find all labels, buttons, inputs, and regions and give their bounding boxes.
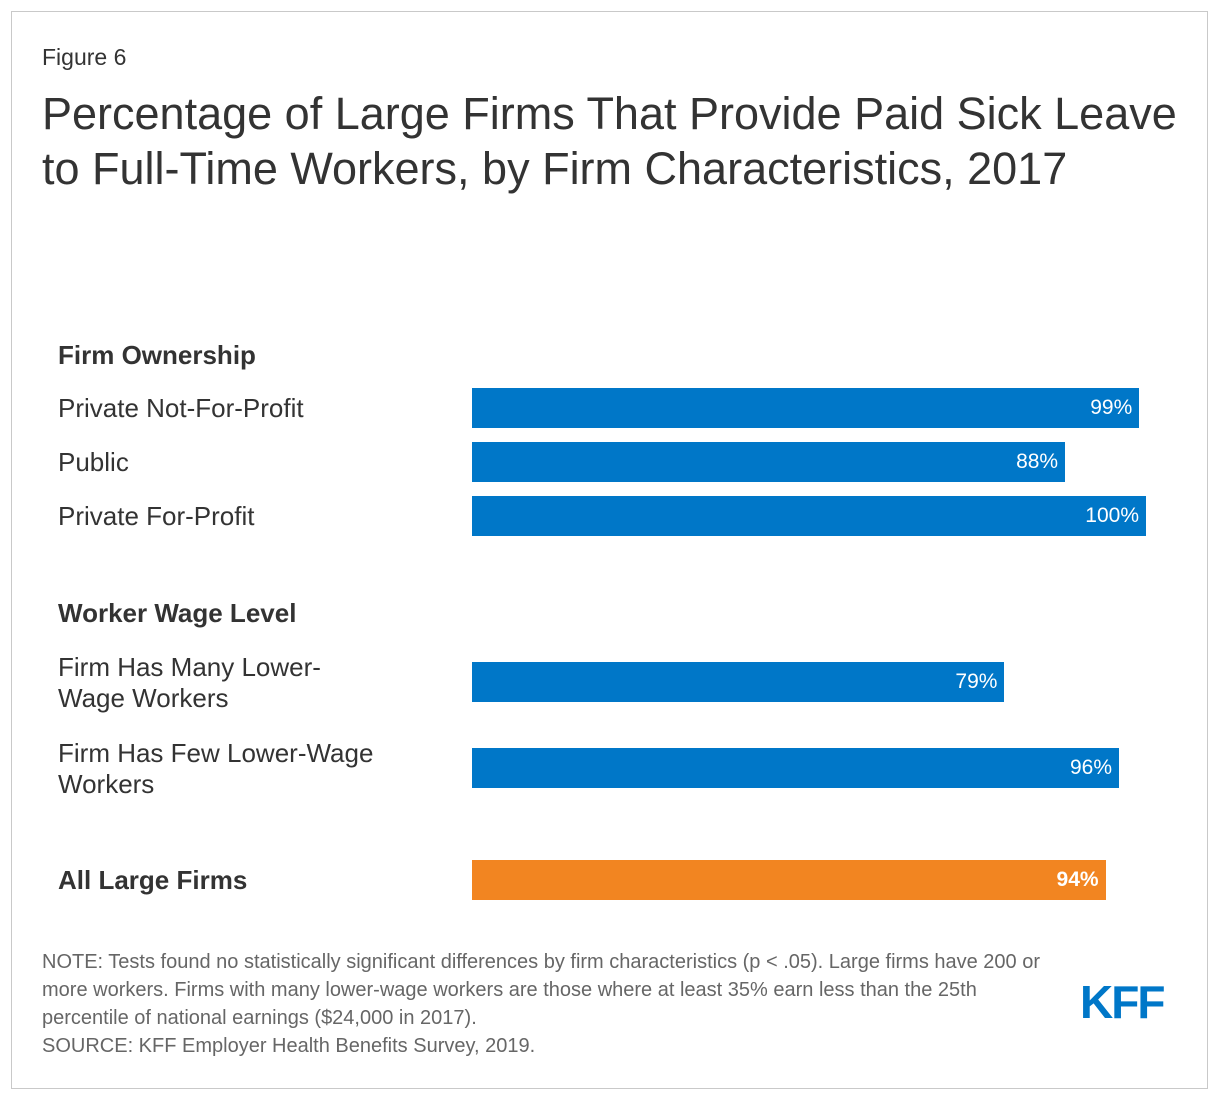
figure-label: Figure 6 (42, 44, 127, 70)
chart-notes: NOTE: Tests found no statistically signi… (42, 948, 1042, 1060)
bar-label-few-lower-wage: Firm Has Few Lower-Wage Workers (58, 738, 374, 799)
bar-value-label: 88% (1016, 450, 1059, 473)
bar-label-public: Public (58, 447, 129, 477)
bar-value-label: 94% (1056, 868, 1099, 891)
bar-all-large-firms: 94% (472, 860, 1106, 900)
bar-private-for-profit: 100% (472, 496, 1146, 536)
source-text: SOURCE: KFF Employer Health Benefits Sur… (42, 1035, 536, 1057)
bar-value-label: 79% (955, 670, 998, 693)
figure-frame (11, 11, 1208, 1089)
bar-value-label: 100% (1085, 504, 1139, 527)
bar-label-private-for-profit: Private For-Profit (58, 501, 255, 531)
bar-few-lower-wage: 96% (472, 748, 1120, 788)
chart-title: Percentage of Large Firms That Provide P… (42, 88, 1177, 194)
bar-label-all-large-firms: All Large Firms (58, 865, 248, 895)
logo-text: KFF (1080, 980, 1164, 1020)
bar-many-lower-wage: 79% (472, 662, 1005, 702)
bar-label-many-lower-wage: Firm Has Many Lower-Wage Workers (58, 652, 321, 713)
group-heading-firm-ownership: Firm Ownership (58, 340, 256, 370)
group-heading-worker-wage-level: Worker Wage Level (58, 598, 297, 628)
bar-label-private-not-for-profit: Private Not-For-Profit (58, 393, 304, 423)
bar-value-label: 99% (1090, 396, 1133, 419)
bar-private-not-for-profit: 99% (472, 388, 1140, 428)
note-text: NOTE: Tests found no statistically signi… (42, 951, 1041, 1029)
bar-public: 88% (472, 442, 1066, 482)
bar-value-label: 96% (1070, 756, 1113, 779)
kff-logo: KFF (1080, 980, 1166, 1020)
